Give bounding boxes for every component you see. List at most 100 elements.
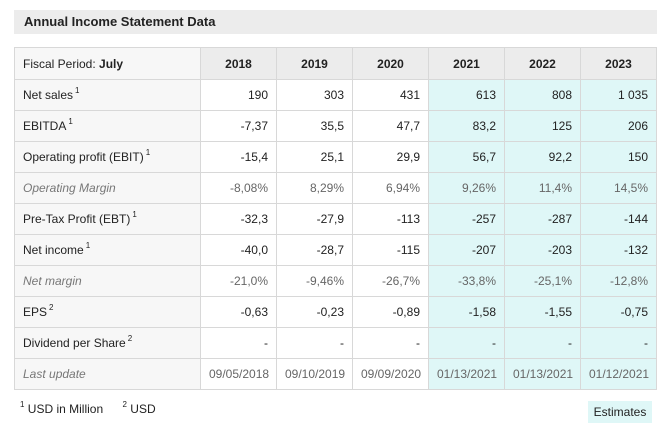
row-label-text: Operating profit (EBIT) <box>23 150 144 164</box>
table-cell: -33,8% <box>428 265 505 297</box>
table-cell: -27,9 <box>276 203 353 235</box>
table-cell: -40,0 <box>200 234 277 266</box>
footnote-text: USD in Million <box>27 402 104 416</box>
table-cell: 808 <box>504 79 581 111</box>
footnote-mark: 2 <box>122 400 127 409</box>
table-cell: -8,08% <box>200 172 277 204</box>
row-label-text: Last update <box>23 367 86 381</box>
row-label: Last update <box>14 358 201 390</box>
row-label-text: Dividend per Share <box>23 336 126 350</box>
header-row: Fiscal Period: July 2018 2019 2020 2021 … <box>14 47 657 80</box>
footnote-ref: 1 <box>75 86 80 95</box>
row-label: Operating profit (EBIT) 1 <box>14 141 201 173</box>
table-cell: -115 <box>352 234 429 266</box>
table-cell: -12,8% <box>580 265 657 297</box>
table-cell: 1 035 <box>580 79 657 111</box>
table-cell: 01/13/2021 <box>428 358 505 390</box>
table-cell: -257 <box>428 203 505 235</box>
row-label-text: Net sales <box>23 88 74 102</box>
table-cell: -132 <box>580 234 657 266</box>
table-cell: 8,29% <box>276 172 353 204</box>
table-cell: -21,0% <box>200 265 277 297</box>
income-statement-table: Fiscal Period: July 2018 2019 2020 2021 … <box>14 47 657 390</box>
table-cell: -287 <box>504 203 581 235</box>
table-cell: -144 <box>580 203 657 235</box>
table-cell: -9,46% <box>276 265 353 297</box>
year-header: 2021 <box>428 47 505 80</box>
table-cell: 09/05/2018 <box>200 358 277 390</box>
year-header: 2019 <box>276 47 353 80</box>
table-cell: -1,58 <box>428 296 505 328</box>
footnote-ref: 1 <box>68 117 73 126</box>
row-label: Pre-Tax Profit (EBT) 1 <box>14 203 201 235</box>
table-cell: - <box>200 327 277 359</box>
table-cell: 56,7 <box>428 141 505 173</box>
table-cell: -25,1% <box>504 265 581 297</box>
year-header: 2020 <box>352 47 429 80</box>
table-cell: 92,2 <box>504 141 581 173</box>
row-label-text: EPS <box>23 305 48 319</box>
year-header: 2018 <box>200 47 277 80</box>
row-label: Net sales 1 <box>14 79 201 111</box>
footnote-ref: 1 <box>132 210 137 219</box>
table-cell: -26,7% <box>352 265 429 297</box>
table-cell: -0,89 <box>352 296 429 328</box>
table-cell: -32,3 <box>200 203 277 235</box>
footnote-ref: 1 <box>145 148 151 157</box>
table-cell: -28,7 <box>276 234 353 266</box>
table-cell: - <box>276 327 353 359</box>
table-cell: 206 <box>580 110 657 142</box>
table-cell: 09/09/2020 <box>352 358 429 390</box>
table-cell: 01/12/2021 <box>580 358 657 390</box>
table-cell: -15,4 <box>200 141 277 173</box>
footnote-ref: 1 <box>85 241 91 250</box>
row-label: Net margin <box>14 265 201 297</box>
footnote-ref: 2 <box>127 334 133 343</box>
table-row: Net margin -21,0% -9,46% -26,7% -33,8% -25,1%… <box>14 265 657 297</box>
footnote-text: USD <box>130 402 156 416</box>
row-label-text: Net income <box>23 243 84 257</box>
row-label: Dividend per Share 2 <box>14 327 201 359</box>
estimates-legend: Estimates <box>588 401 652 423</box>
table-row: Net sales 1 190 303 431 613 808 1 035 <box>14 79 657 111</box>
table-cell: 83,2 <box>428 110 505 142</box>
table-cell: - <box>428 327 505 359</box>
table-cell: 11,4% <box>504 172 581 204</box>
table-cell: -1,55 <box>504 296 581 328</box>
footnotes: 1 USD in Million 2 USD <box>18 400 170 416</box>
table-cell: -0,75 <box>580 296 657 328</box>
footnote-1: 1 USD in Million <box>18 400 104 416</box>
row-label: EBITDA 1 <box>14 110 201 142</box>
table-cell: -203 <box>504 234 581 266</box>
table-cell: 09/10/2019 <box>276 358 353 390</box>
row-label: EPS 2 <box>14 296 201 328</box>
table-cell: -0,63 <box>200 296 277 328</box>
table-row: Dividend per Share 2- - - - - - <box>14 327 657 359</box>
row-label-text: Pre-Tax Profit (EBT) <box>23 212 131 226</box>
footnote-2: 2 USD <box>121 400 156 416</box>
table-cell: - <box>352 327 429 359</box>
table-row: EPS 2 -0,63 -0,23 -0,89 -1,58 -1,55 -0,75 <box>14 296 657 328</box>
table-cell: - <box>504 327 581 359</box>
row-label-text: Net margin <box>23 274 82 288</box>
table-cell: 35,5 <box>276 110 353 142</box>
table-row: Operating profit (EBIT) 1 -15,4 25,1 29,9 56,… <box>14 141 657 173</box>
table-cell: 190 <box>200 79 277 111</box>
table-row: EBITDA 1 -7,37 35,5 47,7 83,2 125 206 <box>14 110 657 142</box>
footnote-mark: 1 <box>20 400 25 409</box>
row-label: Net income 1 <box>14 234 201 266</box>
table-cell: 29,9 <box>352 141 429 173</box>
table-cell: 01/13/2021 <box>504 358 581 390</box>
table-cell: 303 <box>276 79 353 111</box>
table-cell: 47,7 <box>352 110 429 142</box>
table-cell: 6,94% <box>352 172 429 204</box>
table-row: Operating Margin -8,08% 8,29% 6,94% 9,26% 11,… <box>14 172 657 204</box>
table-cell: 25,1 <box>276 141 353 173</box>
table-row: Last update 09/05/2018 09/10/2019 09/09/202… <box>14 358 657 390</box>
section-title: Annual Income Statement Data <box>14 10 657 34</box>
year-header: 2023 <box>580 47 657 80</box>
table-cell: -0,23 <box>276 296 353 328</box>
table-cell: 431 <box>352 79 429 111</box>
footnote-ref: 2 <box>49 303 54 312</box>
row-label: Operating Margin <box>14 172 201 204</box>
